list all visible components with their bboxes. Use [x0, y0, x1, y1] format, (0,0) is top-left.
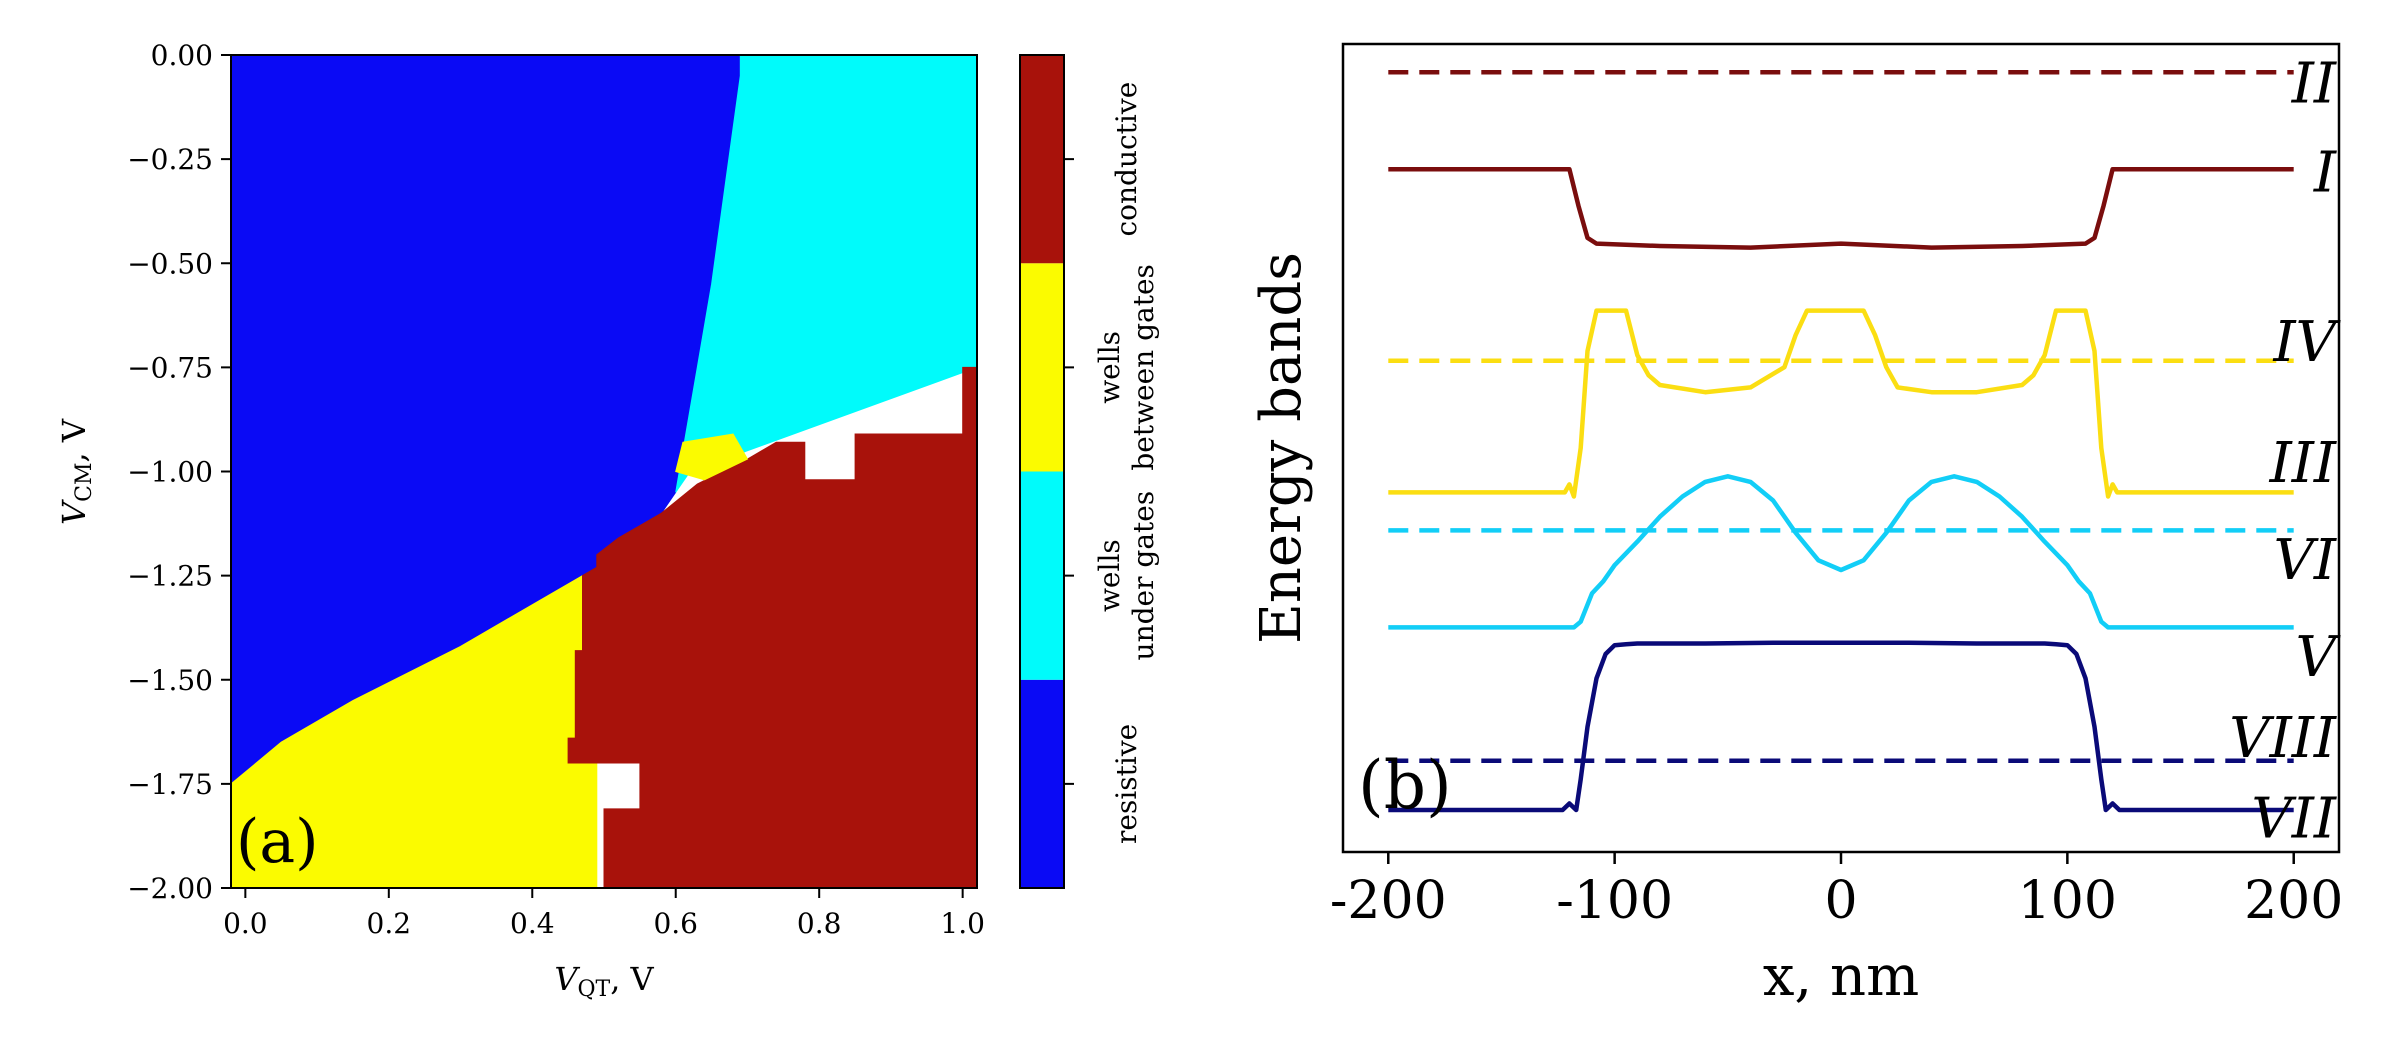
- colorbar-segment: [1020, 55, 1064, 264]
- colorbar-label: resistive: [1110, 724, 1143, 844]
- panel-b-label: (b): [1358, 747, 1452, 824]
- panel-a-y-tick-label: −1.00: [127, 456, 213, 489]
- panel-b-plot-frame: [1341, 42, 2341, 854]
- series-v-label: V: [2296, 625, 2342, 690]
- colorbar-segment: [1020, 471, 1064, 680]
- panel-b-x-tick-label: -200: [1330, 871, 1447, 931]
- panel-a-y-tick-label: −0.25: [127, 143, 213, 176]
- colorbar-label: conductive: [1110, 82, 1143, 237]
- panel-a-y-axis-label: VCM, V: [55, 418, 97, 525]
- panel-a-y-tick-label: −1.75: [127, 768, 213, 801]
- colorbar-frame: [1019, 54, 1065, 889]
- series-v-line: [1388, 474, 2294, 630]
- panel-a-x-tick-label: 0.2: [367, 907, 412, 940]
- region-conductive: [567, 366, 977, 888]
- panel-a-x-tick-label: 0.8: [797, 907, 842, 940]
- panel-b-x-axis-label: x, nm: [1763, 944, 1919, 1009]
- colorbar-label: under gates: [1127, 491, 1160, 661]
- panel-a-y-tick-label: −2.00: [127, 872, 213, 905]
- series-viii-label: VIII: [2229, 706, 2338, 771]
- panel-a-y-tick-label: −0.75: [127, 351, 213, 384]
- colorbar-segment: [1020, 679, 1064, 888]
- series-iii-label: III: [2269, 431, 2338, 496]
- panel-a-x-tick-label: 0.6: [653, 907, 698, 940]
- panel-b-y-axis-label: Energy bands: [1249, 252, 1314, 644]
- panel-b-x-tick-label: 100: [2018, 871, 2117, 931]
- colorbar-label: between gates: [1127, 264, 1160, 471]
- series-vii-label: VII: [2251, 787, 2338, 852]
- panel-b-x-tick-label: -100: [1556, 871, 1673, 931]
- colorbar-label: wells: [1093, 539, 1126, 612]
- panel-b-x-tick-label: 0: [1824, 871, 1857, 931]
- panel-a-y-tick-label: −1.25: [127, 560, 213, 593]
- panel-a-x-tick-label: 0.4: [510, 907, 555, 940]
- series-ii-label: II: [2291, 51, 2338, 116]
- panel-a-x-axis-label: VQT, V: [554, 960, 654, 1002]
- colorbar-label: wells: [1093, 331, 1126, 404]
- panel-a-x-tick-label: 1.0: [940, 907, 985, 940]
- region-wells-between-gates-islands-: [675, 433, 749, 481]
- panel-a-phase-diagram: 0.0 0.2 0.4 0.6 0.8 1.0 0.00 −0.25 −0.50 −0.75 −1…: [55, 39, 1160, 1002]
- panel-b-x-tick-label: 200: [2244, 871, 2343, 931]
- panel-a-label: (a): [236, 807, 319, 877]
- series-vi-label: VI: [2273, 528, 2337, 593]
- panel-a-y-tick-label: −1.50: [127, 664, 213, 697]
- panel-a-x-tick-label: 0.0: [223, 907, 268, 940]
- series-iv-label: IV: [2272, 310, 2341, 375]
- panel-a-y-tick-label: 0.00: [151, 39, 213, 72]
- series-i-label: I: [2313, 140, 2338, 205]
- colorbar-segment: [1020, 263, 1064, 472]
- series-iii-line: [1388, 308, 2294, 499]
- series-vii-line: [1388, 640, 2294, 813]
- series-i-line: [1388, 166, 2294, 250]
- panel-a-y-tick-label: −0.50: [127, 247, 213, 280]
